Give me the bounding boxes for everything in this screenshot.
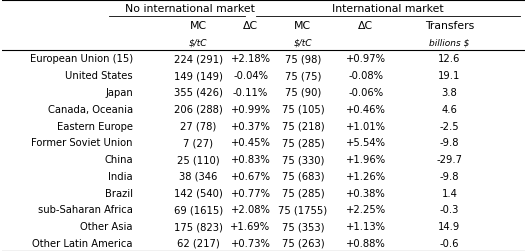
Text: 75 (285): 75 (285) [281, 188, 324, 198]
Text: 75 (330): 75 (330) [282, 154, 324, 164]
Text: 75 (105): 75 (105) [281, 104, 324, 114]
Text: +1.01%: +1.01% [346, 121, 386, 131]
Text: 38 (346: 38 (346 [179, 171, 217, 181]
Text: MC: MC [189, 21, 207, 31]
Text: 142 (540): 142 (540) [174, 188, 222, 198]
Text: 19.1: 19.1 [438, 71, 461, 81]
Text: 149 (149): 149 (149) [174, 71, 222, 81]
Text: +1.13%: +1.13% [346, 221, 386, 231]
Text: -2.5: -2.5 [440, 121, 459, 131]
Text: 3.8: 3.8 [441, 88, 457, 98]
Text: +0.45%: +0.45% [230, 138, 270, 148]
Text: +2.25%: +2.25% [346, 205, 386, 214]
Text: 75 (98): 75 (98) [285, 54, 321, 64]
Text: Former Soviet Union: Former Soviet Union [31, 138, 133, 148]
Text: 355 (426): 355 (426) [174, 88, 222, 98]
Text: +0.46%: +0.46% [346, 104, 386, 114]
Text: 27 (78): 27 (78) [180, 121, 216, 131]
Text: Brazil: Brazil [105, 188, 133, 198]
Text: China: China [104, 154, 133, 164]
Text: -9.8: -9.8 [440, 171, 459, 181]
Text: +2.08%: +2.08% [230, 205, 270, 214]
Text: 75 (683): 75 (683) [281, 171, 324, 181]
Text: 14.9: 14.9 [438, 221, 461, 231]
Text: -0.6: -0.6 [440, 238, 459, 248]
Text: 206 (288): 206 (288) [174, 104, 222, 114]
Text: India: India [108, 171, 133, 181]
Text: 4.6: 4.6 [441, 104, 457, 114]
Text: +0.97%: +0.97% [346, 54, 386, 64]
Text: 62 (217): 62 (217) [177, 238, 219, 248]
Text: +0.99%: +0.99% [230, 104, 270, 114]
Text: Canada, Oceania: Canada, Oceania [48, 104, 133, 114]
Text: +5.54%: +5.54% [346, 138, 386, 148]
Text: 75 (218): 75 (218) [281, 121, 324, 131]
Text: 75 (353): 75 (353) [281, 221, 324, 231]
Text: +0.83%: +0.83% [230, 154, 270, 164]
Text: Other Latin America: Other Latin America [32, 238, 133, 248]
Text: International market: International market [332, 4, 444, 14]
Text: 75 (285): 75 (285) [281, 138, 324, 148]
Text: +1.69%: +1.69% [230, 221, 270, 231]
Text: +0.77%: +0.77% [230, 188, 270, 198]
Text: -0.11%: -0.11% [233, 88, 268, 98]
Text: 175 (823): 175 (823) [174, 221, 222, 231]
Text: sub-Saharan Africa: sub-Saharan Africa [38, 205, 133, 214]
Text: United States: United States [65, 71, 133, 81]
Text: +2.18%: +2.18% [230, 54, 270, 64]
Text: Transfers: Transfers [425, 21, 474, 31]
Text: +0.88%: +0.88% [346, 238, 386, 248]
Text: 75 (263): 75 (263) [281, 238, 324, 248]
Text: Other Asia: Other Asia [80, 221, 133, 231]
Text: 69 (1615): 69 (1615) [174, 205, 222, 214]
Text: 1.4: 1.4 [441, 188, 457, 198]
Text: 12.6: 12.6 [438, 54, 461, 64]
Text: +1.96%: +1.96% [346, 154, 386, 164]
Text: 75 (75): 75 (75) [285, 71, 321, 81]
Text: -0.3: -0.3 [440, 205, 459, 214]
Text: Japan: Japan [105, 88, 133, 98]
Text: -9.8: -9.8 [440, 138, 459, 148]
Text: No international market: No international market [125, 4, 255, 14]
Text: $/tC: $/tC [294, 38, 312, 47]
Text: -0.06%: -0.06% [348, 88, 383, 98]
Text: 75 (90): 75 (90) [285, 88, 321, 98]
Text: 25 (110): 25 (110) [177, 154, 219, 164]
Text: European Union (15): European Union (15) [29, 54, 133, 64]
Text: +0.38%: +0.38% [346, 188, 386, 198]
Text: $/tC: $/tC [189, 38, 207, 47]
Text: +0.37%: +0.37% [230, 121, 270, 131]
Text: +0.67%: +0.67% [230, 171, 270, 181]
Text: -0.08%: -0.08% [348, 71, 383, 81]
Text: MC: MC [295, 21, 311, 31]
Text: ΔC: ΔC [358, 21, 373, 31]
Text: -0.04%: -0.04% [233, 71, 268, 81]
Text: +1.26%: +1.26% [346, 171, 386, 181]
Text: 7 (27): 7 (27) [183, 138, 213, 148]
Text: ΔC: ΔC [243, 21, 258, 31]
Text: -29.7: -29.7 [437, 154, 462, 164]
Text: Eastern Europe: Eastern Europe [57, 121, 133, 131]
Text: 224 (291): 224 (291) [174, 54, 222, 64]
Text: 75 (1755): 75 (1755) [278, 205, 327, 214]
Text: billions $: billions $ [429, 38, 470, 47]
Text: +0.73%: +0.73% [230, 238, 270, 248]
